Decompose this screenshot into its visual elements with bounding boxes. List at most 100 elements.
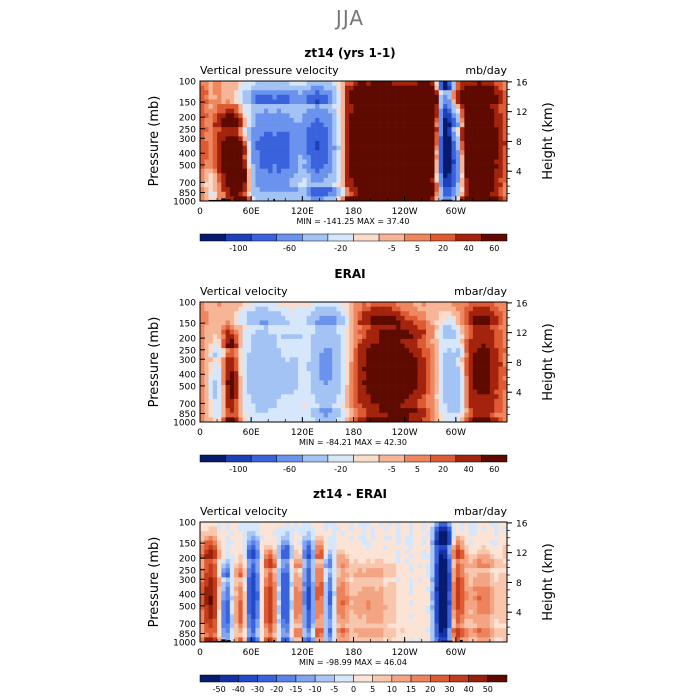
contour-cell: [285, 117, 290, 123]
contour-cell: [276, 159, 282, 165]
contour-cell: [208, 554, 214, 560]
contour-cell: [323, 173, 329, 179]
colorbar-swatch: [455, 454, 482, 463]
contour-cell: [302, 398, 307, 404]
contour-cell: [200, 164, 205, 169]
contour-cell: [353, 563, 359, 569]
contour-cell: [276, 334, 282, 340]
contour-cell: [353, 535, 359, 541]
contour-cell: [494, 366, 499, 372]
contour-cell: [387, 154, 393, 160]
contour-cell: [379, 385, 384, 390]
contour-cell: [430, 408, 435, 414]
contour-cell: [225, 549, 231, 555]
contour-cell: [285, 554, 290, 560]
contour-cell: [221, 545, 226, 550]
contour-cell: [443, 389, 448, 395]
contour-cell: [468, 191, 474, 197]
contour-cell: [323, 366, 329, 372]
contour-cell: [306, 357, 312, 363]
contour-cell: [366, 127, 371, 133]
contour-cell: [263, 563, 269, 569]
contour-cell: [340, 150, 346, 156]
contour-cell: [417, 131, 423, 137]
contour-cell: [234, 168, 239, 174]
contour-cell: [366, 131, 371, 137]
contour-cell: [336, 90, 341, 96]
contour-cell: [374, 131, 380, 137]
contour-cell: [443, 531, 448, 537]
contour-cell: [229, 141, 235, 146]
contour-cell: [208, 113, 214, 119]
contour-cell: [349, 412, 354, 418]
contour-cell: [242, 136, 248, 142]
contour-cell: [494, 398, 499, 404]
contour-cell: [315, 122, 320, 128]
contour-cell: [340, 154, 346, 160]
contour-cell: [391, 526, 397, 532]
contour-cell: [293, 99, 299, 105]
contour-cell: [353, 141, 359, 146]
contour-cell: [468, 173, 474, 179]
contour-cell: [302, 141, 307, 146]
contour-cell: [200, 113, 205, 119]
contour-cell: [391, 563, 397, 569]
contour-cell: [293, 380, 299, 386]
contour-cell: [357, 389, 363, 395]
contour-cell: [370, 371, 376, 377]
contour-cell: [494, 164, 499, 169]
contour-cell: [268, 554, 273, 560]
main-title: JJA: [335, 6, 365, 30]
contour-cell: [221, 191, 226, 197]
contour-cell: [387, 522, 393, 527]
contour-cell: [268, 191, 273, 197]
contour-cell: [421, 154, 427, 160]
contour-cell: [451, 329, 457, 335]
contour-cell: [400, 545, 405, 550]
contour-cell: [302, 568, 307, 574]
contour-cell: [464, 329, 469, 335]
contour-cell: [340, 545, 346, 550]
contour-cell: [268, 113, 273, 119]
contour-cell: [396, 522, 401, 527]
contour-cell: [344, 196, 350, 202]
contour-cell: [498, 150, 504, 156]
contour-cell: [208, 164, 214, 169]
contour-cell: [455, 371, 461, 377]
contour-cell: [353, 577, 359, 583]
contour-cell: [438, 302, 444, 307]
contour-cell: [225, 141, 231, 146]
contour-cell: [293, 531, 299, 537]
colorbar-swatch: [276, 233, 303, 242]
contour-cell: [204, 136, 209, 142]
contour-cell: [413, 352, 418, 358]
contour-cell: [221, 563, 226, 569]
contour-cell: [204, 159, 209, 165]
contour-cell: [336, 389, 341, 395]
contour-cell: [425, 320, 431, 326]
contour-cell: [268, 108, 273, 114]
contour-cell: [391, 371, 397, 377]
contour-cell: [315, 94, 320, 100]
contour-cell: [502, 90, 508, 96]
contour-cell: [302, 366, 307, 372]
contour-cell: [336, 403, 341, 409]
contour-cell: [336, 568, 341, 574]
contour-cell: [502, 412, 508, 418]
contour-cell: [259, 558, 265, 564]
contour-cell: [425, 108, 431, 114]
contour-cell: [238, 338, 243, 344]
contour-cell: [413, 81, 418, 86]
contour-cell: [212, 99, 218, 105]
contour-cell: [413, 311, 418, 317]
contour-cell: [421, 177, 427, 183]
contour-cell: [357, 173, 363, 179]
contour-cell: [408, 398, 414, 404]
contour-cell: [327, 568, 333, 574]
contour-cell: [464, 417, 469, 423]
contour-cell: [417, 362, 423, 367]
contour-cell: [276, 563, 282, 569]
contour-cell: [285, 343, 290, 349]
contour-cell: [234, 122, 239, 128]
contour-cell: [212, 540, 218, 546]
